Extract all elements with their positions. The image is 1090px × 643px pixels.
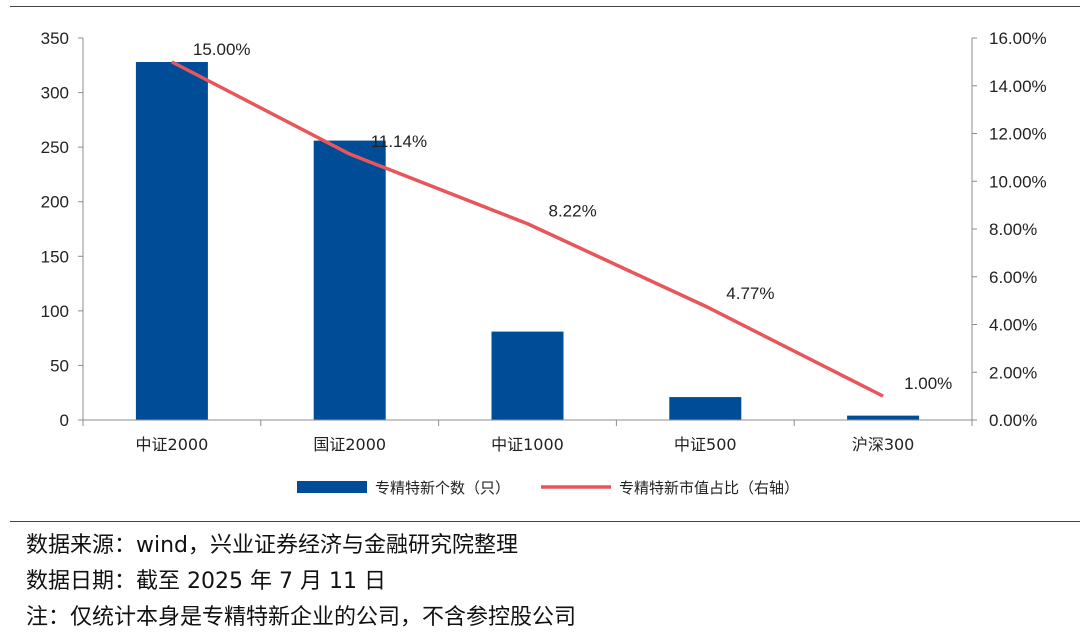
right-tick-label: 14.00%	[989, 77, 1047, 96]
bar	[313, 140, 386, 420]
category-label: 国证2000	[313, 435, 386, 454]
right-tick-label: 0.00%	[989, 411, 1037, 430]
category-label: 沪深300	[852, 435, 915, 454]
line-data-label: 1.00%	[904, 374, 952, 393]
left-tick-label: 50	[50, 356, 69, 375]
bar	[847, 415, 920, 420]
bar	[491, 331, 564, 420]
bar-series	[135, 62, 920, 421]
right-axis: 0.00% 2.00% 4.00% 6.00% 8.00% 10.00% 12.00% 14.…	[971, 29, 1047, 430]
date-note: 数据日期：截至 2025 年 7 月 11 日	[26, 569, 386, 594]
legend-line-label: 专精特新市值占比（右轴）	[619, 479, 799, 497]
left-tick-label: 0	[60, 411, 69, 430]
left-tick-label: 150	[41, 247, 69, 266]
legend: 专精特新个数（只） 专精特新市值占比（右轴）	[297, 479, 799, 497]
legend-bar-label: 专精特新个数（只）	[375, 479, 510, 497]
bar	[669, 397, 742, 420]
left-axis: 0 50 100 150 200 250 300 350	[41, 29, 84, 430]
category-label: 中证500	[674, 435, 737, 454]
combo-chart: 0 50 100 150 200 250 300 350 0.00% 2.00% 4.00% 6.0…	[41, 29, 1047, 497]
category-label: 中证1000	[491, 435, 564, 454]
notes: 数据来源：wind，兴业证券经济与金融研究院整理 数据日期：截至 2025 年 …	[26, 528, 576, 636]
bottom-rule	[10, 521, 1080, 522]
bar	[135, 62, 208, 421]
category-axis: 中证2000 国证2000 中证1000 中证500 沪深300	[82, 419, 973, 454]
line-data-label: 11.14%	[371, 132, 427, 151]
line-series: 15.00% 11.14% 8.22% 4.77% 1.00%	[171, 40, 952, 398]
right-tick-label: 16.00%	[989, 29, 1047, 48]
line-data-label: 4.77%	[726, 284, 774, 303]
line-data-label: 15.00%	[193, 40, 251, 59]
top-rule	[10, 6, 1080, 7]
right-tick-label: 8.00%	[989, 220, 1037, 239]
left-tick-label: 200	[41, 193, 69, 212]
right-tick-label: 6.00%	[989, 268, 1037, 287]
left-tick-label: 100	[41, 302, 69, 321]
right-tick-label: 4.00%	[989, 316, 1037, 335]
source-note: 数据来源：wind，兴业证券经济与金融研究院整理	[26, 533, 519, 558]
legend-bar-swatch	[297, 481, 367, 493]
right-tick-label: 12.00%	[989, 125, 1047, 144]
left-tick-label: 350	[41, 29, 69, 48]
remark-note: 注：仅统计本身是专精特新企业的公司，不含参控股公司	[26, 605, 577, 630]
right-tick-label: 2.00%	[989, 363, 1037, 382]
left-tick-label: 250	[41, 138, 69, 157]
line-path	[171, 60, 884, 398]
line-data-label: 8.22%	[549, 202, 597, 221]
category-label: 中证2000	[136, 435, 209, 454]
right-tick-label: 10.00%	[989, 172, 1047, 191]
left-tick-label: 300	[41, 84, 69, 103]
